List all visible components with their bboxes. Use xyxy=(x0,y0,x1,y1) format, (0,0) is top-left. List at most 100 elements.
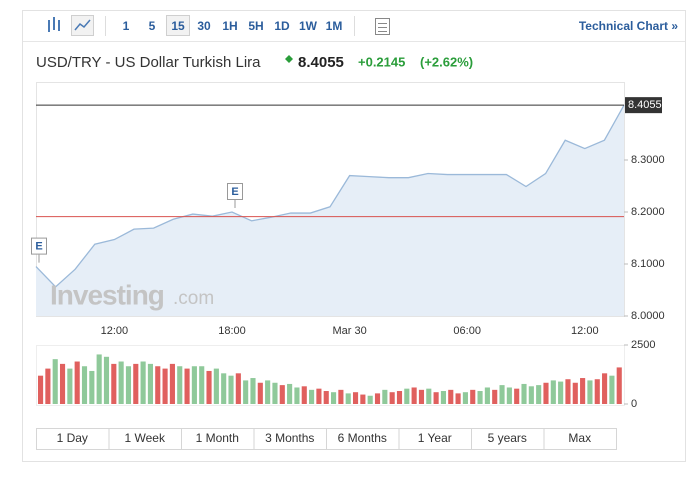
range-button-label: 6 Months xyxy=(338,431,387,445)
volume-bar xyxy=(602,373,608,404)
volume-bar xyxy=(45,368,51,404)
volume-bar xyxy=(147,363,153,404)
volume-bar xyxy=(272,382,278,404)
volume-bar xyxy=(111,363,117,404)
volume-bar xyxy=(199,366,205,404)
y-tick-label: 8.2000 xyxy=(631,206,665,218)
volume-bar xyxy=(536,385,542,404)
volume-tick-label: 2500 xyxy=(631,339,655,351)
volume-bar xyxy=(74,361,80,404)
volume-bar xyxy=(360,394,366,404)
volume-bar xyxy=(169,363,175,404)
volume-bar xyxy=(609,375,615,404)
range-button-label: Max xyxy=(568,431,591,445)
instrument-title: USD/TRY - US Dollar Turkish Lira xyxy=(36,54,261,71)
interval-button[interactable]: 1M xyxy=(326,19,343,33)
volume-bar xyxy=(125,366,132,404)
volume-bar xyxy=(228,375,234,404)
price-line xyxy=(35,104,625,288)
range-button-label: 3 Months xyxy=(265,431,314,445)
volume-bar xyxy=(118,361,124,404)
volume-bar xyxy=(352,392,359,404)
volume-bar xyxy=(279,385,285,404)
volume-bar xyxy=(257,382,263,404)
interval-button[interactable]: 30 xyxy=(197,19,211,33)
last-price: 8.4055 xyxy=(298,54,344,71)
event-marker[interactable] xyxy=(227,183,243,200)
volume-bar xyxy=(235,373,241,404)
volume-bar xyxy=(140,361,146,404)
volume-bar xyxy=(89,370,95,404)
interval-button[interactable]: 1H xyxy=(222,19,237,33)
volume-bar xyxy=(103,356,110,404)
volume-bar xyxy=(59,363,66,404)
interval-button[interactable]: 1 xyxy=(123,19,130,33)
volume-bar xyxy=(323,391,329,404)
volume-bar xyxy=(565,379,571,404)
volume-bar xyxy=(265,380,271,404)
range-button-label: 1 Week xyxy=(125,431,166,445)
x-tick-label: 18:00 xyxy=(218,325,246,337)
volume-bar xyxy=(133,363,139,404)
volume-bar xyxy=(374,393,381,404)
document-icon[interactable] xyxy=(375,18,390,35)
volume-bar xyxy=(206,370,212,404)
volume-bar xyxy=(338,389,344,404)
volume-bar xyxy=(191,366,197,404)
interval-button[interactable]: 5 xyxy=(149,19,156,33)
volume-bar xyxy=(572,382,578,404)
volume-bar xyxy=(492,389,498,404)
interval-selected xyxy=(166,15,190,36)
volume-bar xyxy=(594,379,600,404)
volume-bar xyxy=(331,392,337,404)
volume-bar xyxy=(250,378,256,404)
mark-layer xyxy=(35,104,625,316)
volume-bar xyxy=(418,389,425,404)
x-tick-label: 12:00 xyxy=(571,325,599,337)
volume-bar xyxy=(616,367,622,404)
volume-bar xyxy=(587,380,593,404)
volume-bar xyxy=(411,387,417,404)
volume-bar xyxy=(396,391,403,404)
volume-bar xyxy=(155,366,161,404)
volume-bar xyxy=(382,389,388,404)
volume-bar xyxy=(528,386,534,404)
volume-bar xyxy=(345,393,351,404)
volume-bar xyxy=(221,373,227,404)
volume-bar xyxy=(514,388,520,404)
up-indicator xyxy=(285,55,293,63)
event-marker[interactable] xyxy=(31,237,47,255)
interval-button[interactable]: 5H xyxy=(248,19,263,33)
volume-bar xyxy=(426,388,432,404)
volume-tick-label: 0 xyxy=(631,398,637,410)
interval-button[interactable]: 15 xyxy=(171,19,185,33)
event-label: E xyxy=(35,241,42,253)
x-tick-label: 06:00 xyxy=(453,325,481,337)
interval-button[interactable]: 1W xyxy=(299,19,318,33)
candle-icon[interactable] xyxy=(48,17,60,32)
volume-bar xyxy=(81,366,88,404)
volume-bar xyxy=(462,392,468,404)
volume-bar xyxy=(96,354,102,404)
x-tick-label: 12:00 xyxy=(101,325,129,337)
volume-bar xyxy=(38,375,44,404)
volume-bar xyxy=(470,389,476,404)
range-button[interactable] xyxy=(543,428,617,450)
volume-bar xyxy=(162,368,168,404)
volume-bar xyxy=(309,389,315,404)
technical-chart-link[interactable]: Technical Chart » xyxy=(579,19,678,33)
y-tick-label: 8.0000 xyxy=(631,310,665,322)
line-icon xyxy=(74,19,91,31)
volume-bar xyxy=(543,382,549,404)
volume-bar xyxy=(440,391,446,404)
price-change-pct: (+2.62%) xyxy=(420,54,473,69)
volume-bar xyxy=(316,388,322,404)
volume-bar xyxy=(448,389,454,404)
volume-bar xyxy=(455,393,461,404)
volume-bar xyxy=(243,380,249,404)
volume-bar xyxy=(67,368,73,404)
interval-button[interactable]: 1D xyxy=(274,19,290,33)
volume-bar xyxy=(389,392,395,404)
volume-bar xyxy=(580,378,586,404)
price-change: +0.2145 xyxy=(358,54,405,69)
